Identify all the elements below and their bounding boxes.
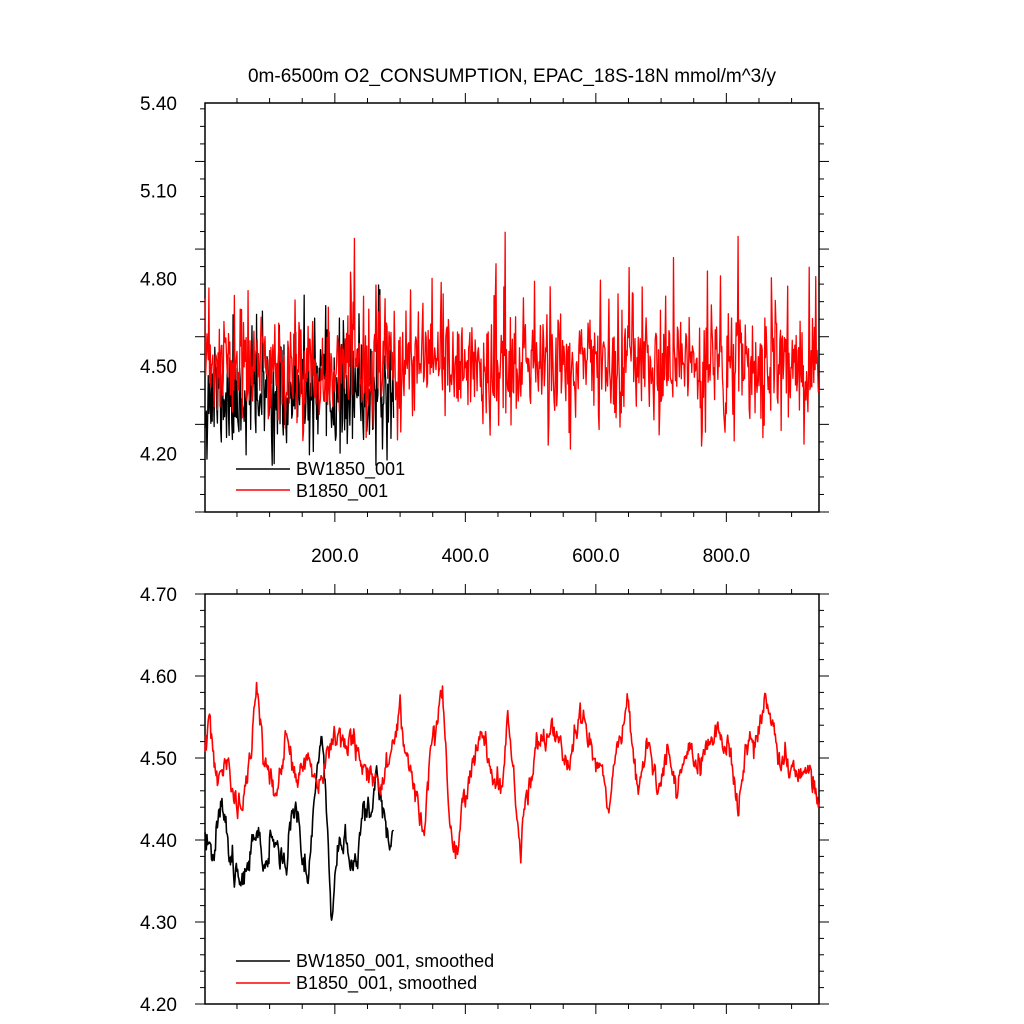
top-series-group xyxy=(204,231,820,466)
bottom-series-group xyxy=(204,681,820,921)
top-series-line-2 xyxy=(204,231,820,450)
legend-label-bw1850-001-smoothed: BW1850_001, smoothed xyxy=(296,951,494,972)
top-y-tick-label: 5.10 xyxy=(140,182,177,203)
bottom-panel: 4.20 4.30 4.40 4.50 4.60 4.70 BW1850_001, smo… xyxy=(140,584,829,1016)
top-y-tick-label: 4.50 xyxy=(140,357,177,378)
top-x-tick-label: 600.0 xyxy=(572,546,620,567)
legend-label-b1850-001-smoothed: B1850_001, smoothed xyxy=(296,973,477,994)
bottom-y-tick-label: 4.60 xyxy=(140,667,177,688)
top-tick-group: 4.20 4.50 4.80 5.10 5.40 200.0 400.0 600.0 800.0 xyxy=(140,93,829,567)
top-panel: 4.20 4.50 4.80 5.10 5.40 200.0 400.0 600.0 800.0… xyxy=(140,93,829,567)
bottom-y-tick-label: 4.50 xyxy=(140,749,177,770)
top-y-tick-label: 4.80 xyxy=(140,269,177,290)
bottom-series-line-1 xyxy=(204,735,395,921)
top-plot-frame xyxy=(204,102,820,513)
bottom-plot-frame xyxy=(204,593,820,1005)
top-x-tick-label: 800.0 xyxy=(703,546,751,567)
top-y-tick-label: 4.20 xyxy=(140,445,177,466)
bottom-tick-group: 4.20 4.30 4.40 4.50 4.60 4.70 xyxy=(140,584,829,1016)
legend-label-bw1850-001: BW1850_001 xyxy=(296,459,405,480)
top-x-tick-label: 400.0 xyxy=(442,546,490,567)
bottom-y-tick-label: 4.70 xyxy=(140,585,177,606)
top-x-tick-label: 200.0 xyxy=(311,546,359,567)
chart-title: 0m-6500m O2_CONSUMPTION, EPAC_18S-18N mm… xyxy=(248,66,777,87)
bottom-series-line-2 xyxy=(204,681,820,864)
top-legend: BW1850_001 B1850_001 xyxy=(236,459,405,502)
legend-label-b1850-001: B1850_001 xyxy=(296,481,388,502)
bottom-y-tick-label: 4.30 xyxy=(140,913,177,934)
bottom-y-tick-label: 4.20 xyxy=(140,995,177,1016)
bottom-y-tick-label: 4.40 xyxy=(140,831,177,852)
top-y-tick-label: 5.40 xyxy=(140,94,177,115)
bottom-legend: BW1850_001, smoothed B1850_001, smoothed xyxy=(236,951,494,994)
